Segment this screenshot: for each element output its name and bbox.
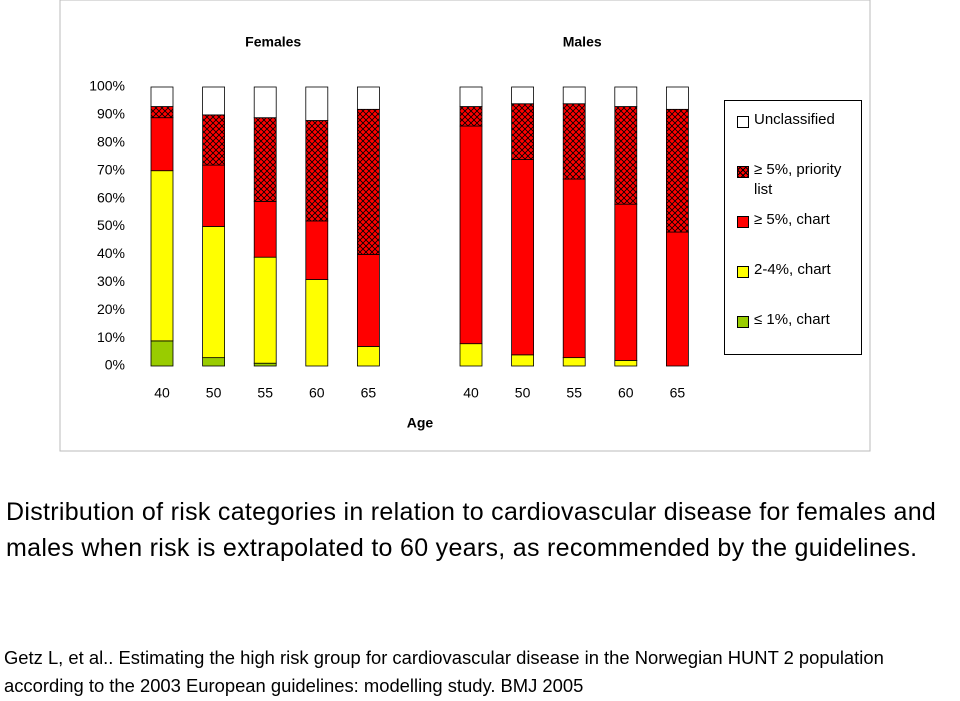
bar-segment: [356, 346, 380, 367]
bar-segment: [202, 114, 226, 166]
y-tick-label: 40%: [97, 245, 125, 261]
bar-segment: [666, 108, 689, 233]
legend-swatch: [737, 316, 749, 328]
bar-segment: [150, 106, 174, 119]
legend-swatch: [737, 266, 749, 278]
bar-segment: [614, 203, 638, 361]
y-tick-label: 30%: [97, 273, 125, 289]
group-label: Males: [563, 34, 602, 50]
x-tick-label: 60: [309, 385, 325, 401]
bar-segment: [614, 106, 638, 205]
bar-segment: [511, 103, 535, 160]
bar-segment: [459, 125, 483, 345]
y-tick-label: 100%: [89, 78, 125, 94]
y-tick-label: 60%: [97, 189, 125, 205]
bar-segment: [150, 170, 174, 342]
bar-segment: [614, 360, 638, 367]
legend-label: ≥ 5%, priority list: [754, 161, 842, 198]
bar-segment: [150, 117, 174, 172]
legend-swatch: [737, 216, 749, 228]
caption: Distribution of risk categories in relat…: [6, 498, 937, 562]
bar-segment: [202, 357, 226, 367]
bar-segment: [562, 103, 586, 180]
bar-segment: [511, 354, 535, 367]
bar-segment: [356, 253, 380, 347]
bar-segment: [202, 86, 226, 116]
legend-label: Unclassified: [754, 111, 835, 128]
x-tick-label: 55: [257, 385, 273, 401]
bar-segment: [562, 178, 586, 359]
bar-segment: [305, 120, 329, 222]
bar-segment: [253, 362, 277, 367]
y-tick-label: 10%: [97, 329, 125, 345]
bar-segment: [511, 159, 535, 356]
y-tick-label: 70%: [97, 161, 125, 177]
legend-swatch: [737, 166, 749, 178]
y-tick-label: 80%: [97, 134, 125, 150]
x-tick-label: 40: [463, 385, 479, 401]
x-tick-label: 55: [566, 385, 582, 401]
bar-segment: [253, 200, 277, 258]
legend-label: 2-4%, chart: [754, 261, 831, 278]
y-tick-label: 0%: [105, 357, 125, 373]
bar-segment: [459, 106, 483, 127]
legend-item: ≥ 5%, priority list: [737, 161, 854, 200]
x-tick-label: 65: [361, 385, 377, 401]
bar-segment: [459, 86, 483, 107]
bar-segment: [253, 256, 277, 364]
legend-item: 2-4%, chart: [737, 261, 854, 280]
bar-segment: [253, 86, 277, 119]
y-tick-label: 50%: [97, 217, 125, 233]
bar-segment: [305, 279, 329, 367]
bar-segment: [253, 117, 277, 202]
x-tick-label: 40: [154, 385, 170, 401]
bar-segment: [562, 357, 586, 367]
y-tick-label: 90%: [97, 106, 125, 122]
bar-segment: [202, 164, 226, 227]
x-axis-label: Age: [407, 415, 434, 431]
legend-item: ≥ 5%, chart: [737, 211, 854, 230]
x-tick-label: 50: [206, 385, 222, 401]
legend-item: Unclassified: [737, 111, 854, 130]
bar-segment: [511, 86, 535, 105]
x-tick-label: 50: [515, 385, 531, 401]
bar-segment: [305, 220, 329, 280]
group-label: Females: [245, 34, 301, 50]
bar-segment: [202, 226, 226, 359]
bar-segment: [562, 86, 586, 105]
x-tick-label: 65: [670, 385, 686, 401]
bar-segment: [356, 108, 380, 255]
bar-segment: [666, 231, 689, 367]
legend-label: ≥ 5%, chart: [754, 211, 830, 228]
bar-segment: [305, 86, 329, 121]
legend: Unclassified ≥ 5%, priority list ≥ 5%, cha…: [724, 100, 862, 355]
y-tick-label: 20%: [97, 301, 125, 317]
bar-segment: [614, 86, 638, 107]
bar-segment: [150, 340, 174, 367]
bar-segment: [356, 86, 380, 110]
citation: Getz L, et al.. Estimating the high risk…: [4, 647, 884, 696]
legend-label: ≤ 1%, chart: [754, 311, 830, 328]
bar-segment: [459, 343, 483, 367]
legend-swatch: [737, 116, 749, 128]
legend-item: ≤ 1%, chart: [737, 311, 854, 330]
bar-segment: [150, 86, 174, 107]
bar-segment: [666, 86, 689, 110]
x-tick-label: 60: [618, 385, 634, 401]
